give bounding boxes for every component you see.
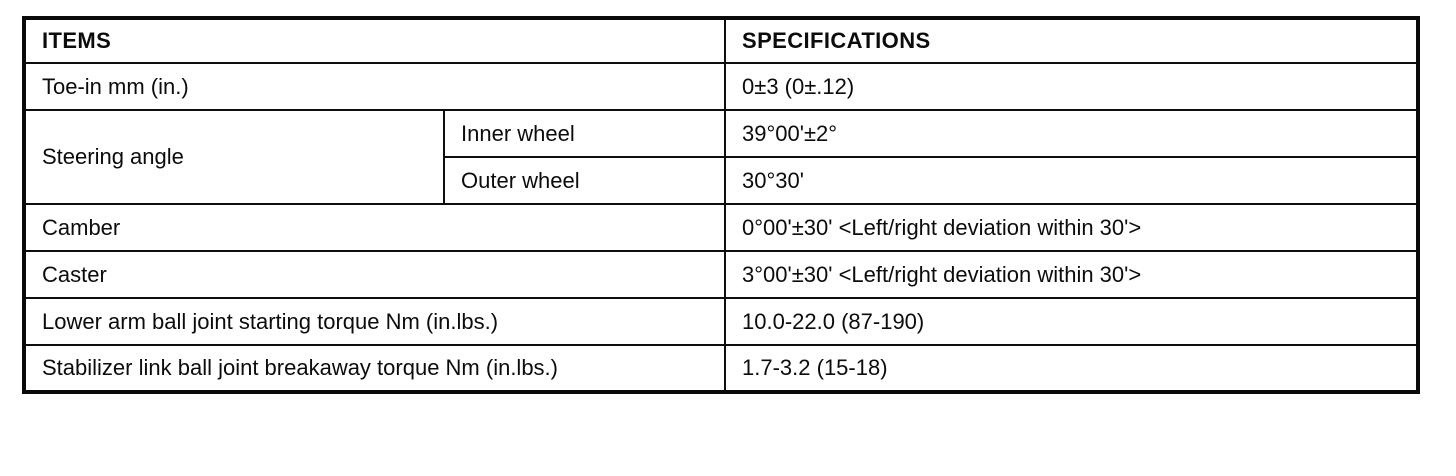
column-header-items: ITEMS [22, 17, 727, 64]
table-row-steering-outer: Outer wheel 30°30' [24, 156, 1419, 205]
spec-value-camber: 0°00'±30' <Left/right deviation within 3… [724, 203, 1419, 252]
spec-value-lower-arm-ball-joint: 10.0-22.0 (87-190) [724, 297, 1419, 346]
table-row-steering-inner: Steering angle Inner wheel 39°00'±2° [23, 109, 1419, 205]
column-header-specifications: SPECIFICATIONS [724, 17, 1419, 64]
item-label-camber: Camber [22, 203, 727, 252]
spec-value-outer-wheel: 30°30' [724, 156, 1419, 205]
spec-value-toe-in: 0±3 (0±.12) [724, 62, 1419, 111]
specifications-table: ITEMS SPECIFICATIONS Toe-in mm (in.) 0±3… [22, 16, 1420, 394]
table-row-caster: Caster 3°00'±30' <Left/right deviation w… [22, 250, 1419, 299]
table-header-row: ITEMS SPECIFICATIONS [22, 17, 1419, 64]
spec-value-caster: 3°00'±30' <Left/right deviation within 3… [724, 250, 1419, 299]
spec-value-inner-wheel: 39°00'±2° [724, 109, 1419, 158]
table-row-toe-in: Toe-in mm (in.) 0±3 (0±.12) [22, 62, 1419, 111]
table-row-stabilizer-link-ball-joint: Stabilizer link ball joint breakaway tor… [22, 344, 1419, 393]
sub-item-label-outer-wheel: Outer wheel [442, 156, 727, 205]
item-label-toe-in: Toe-in mm (in.) [22, 62, 727, 111]
table-row-lower-arm-ball-joint: Lower arm ball joint starting torque Nm … [22, 297, 1419, 346]
item-label-stabilizer-link-ball-joint: Stabilizer link ball joint breakaway tor… [22, 344, 727, 393]
item-label-caster: Caster [22, 250, 727, 299]
item-label-steering-angle: Steering angle [23, 109, 445, 205]
spec-value-stabilizer-link-ball-joint: 1.7-3.2 (15-18) [724, 344, 1419, 393]
table-row-camber: Camber 0°00'±30' <Left/right deviation w… [22, 203, 1419, 252]
item-label-lower-arm-ball-joint: Lower arm ball joint starting torque Nm … [22, 297, 727, 346]
sub-item-label-inner-wheel: Inner wheel [442, 109, 727, 158]
